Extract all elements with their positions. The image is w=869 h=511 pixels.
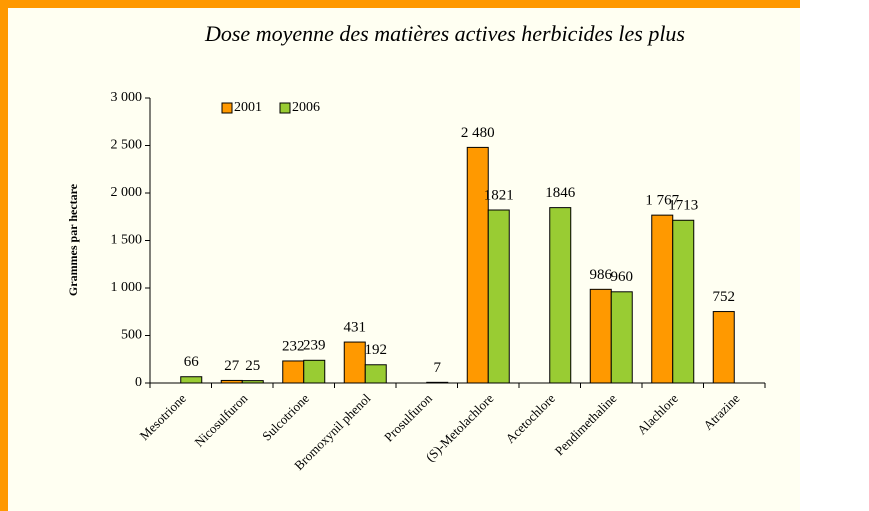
data-label: 1 767 (645, 193, 679, 209)
data-label: 192 (365, 342, 388, 358)
bar (241, 380, 264, 384)
data-label: 25 (245, 358, 260, 374)
bar (712, 311, 735, 384)
frame-left (0, 0, 8, 511)
bar (364, 364, 387, 384)
chart-title: Dose moyenne des matières actives herbic… (204, 21, 685, 46)
bar (549, 207, 572, 384)
bar (426, 381, 449, 384)
bar (589, 288, 612, 384)
y-tick-label: 0 (135, 375, 142, 390)
y-tick-label: 1 500 (111, 233, 143, 248)
data-label: 2 480 (461, 125, 495, 141)
legend-swatch (221, 102, 233, 114)
data-label: 1846 (545, 185, 576, 201)
bar (672, 219, 695, 384)
data-label: 960 (611, 269, 634, 285)
data-label: 27 (224, 358, 240, 374)
y-tick-label: 500 (121, 328, 142, 343)
bar (487, 209, 510, 384)
legend-label: 2001 (234, 100, 262, 115)
y-tick-label: 1 000 (111, 280, 143, 295)
frame-top (0, 0, 800, 8)
legend-swatch (279, 102, 291, 114)
bar (651, 214, 674, 384)
data-label: 752 (713, 289, 736, 305)
bar (180, 376, 203, 384)
data-label: 1821 (484, 187, 514, 203)
data-label: 1713 (668, 198, 698, 214)
bar (282, 360, 305, 384)
data-label: 239 (303, 338, 326, 354)
data-label: 66 (184, 354, 200, 370)
y-tick-label: 2 000 (111, 185, 143, 200)
data-label: 232 (282, 338, 305, 354)
bar (303, 359, 326, 384)
legend-label: 2006 (292, 100, 320, 115)
y-tick-label: 2 500 (111, 138, 143, 153)
data-label: 986 (590, 267, 613, 283)
data-label: 7 (434, 360, 442, 376)
bar (343, 341, 366, 384)
bar (610, 291, 633, 384)
y-axis-label: Grammes par hectare (66, 183, 80, 296)
y-tick-label: 3 000 (111, 90, 143, 105)
bar (220, 379, 243, 384)
data-label: 431 (344, 319, 367, 335)
bar (466, 146, 489, 384)
